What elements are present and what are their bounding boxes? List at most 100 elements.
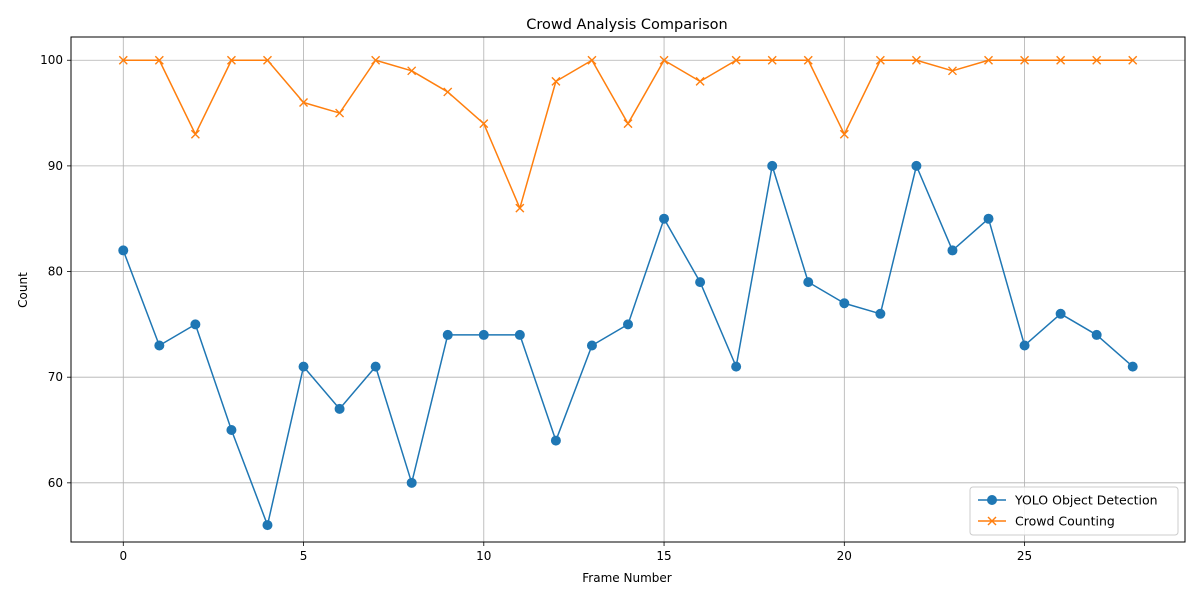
series-2-point xyxy=(515,203,525,213)
series-2-point xyxy=(479,119,489,129)
series-1-point xyxy=(695,277,706,288)
x-axis-label: Frame Number xyxy=(582,571,671,585)
series-2-point-stroke xyxy=(695,76,705,86)
series-1-point xyxy=(478,329,489,340)
series-1-point xyxy=(226,425,237,436)
x-tick-label: 10 xyxy=(476,549,491,563)
series-2-point xyxy=(443,87,453,97)
series-2-point-stroke xyxy=(623,119,633,129)
series-2-point xyxy=(407,66,417,76)
series-2-point-stroke xyxy=(407,66,417,76)
series-2-point xyxy=(911,55,921,65)
series-1-point xyxy=(911,160,922,171)
series-1-point xyxy=(118,245,129,256)
series-1-point xyxy=(659,213,670,224)
y-tick-label: 100 xyxy=(40,53,63,67)
legend-swatch-marker xyxy=(987,516,997,526)
series-1-point xyxy=(1055,308,1066,319)
series-2-point-stroke xyxy=(659,55,669,65)
series-1-point xyxy=(1127,361,1138,372)
series-2-point-stroke xyxy=(803,55,813,65)
series-2-point xyxy=(659,55,669,65)
series-2-point xyxy=(875,55,885,65)
series-2-point xyxy=(623,119,633,129)
series-2-point xyxy=(984,55,994,65)
series-2-point xyxy=(587,55,597,65)
series-2-point xyxy=(335,108,345,118)
series-2-point-stroke xyxy=(479,119,489,129)
y-tick-label: 70 xyxy=(48,370,63,384)
series-2-point-stroke xyxy=(371,55,381,65)
legend-swatch-marker xyxy=(987,495,997,505)
series-2-point-stroke xyxy=(587,55,597,65)
series-2-point-stroke xyxy=(875,55,885,65)
series-1-point xyxy=(190,319,201,330)
legend-box xyxy=(969,486,1179,536)
series-1-point xyxy=(767,160,778,171)
series-2-point-stroke xyxy=(911,55,921,65)
series-2-point xyxy=(262,55,272,65)
y-axis-label: Count xyxy=(16,272,30,308)
series-1-point xyxy=(623,319,633,330)
x-tick-label: 0 xyxy=(119,549,127,563)
series-1-point xyxy=(1019,340,1030,351)
series-2-point-stroke xyxy=(1056,55,1066,65)
x-tick-label: 5 xyxy=(300,549,308,563)
series-2-point xyxy=(371,55,381,65)
series-1-point xyxy=(875,308,886,319)
series-2-point-stroke xyxy=(299,98,309,107)
series-2-point-stroke xyxy=(226,55,236,65)
series-2-point-stroke xyxy=(551,76,561,86)
legend-swatch-marker-stroke xyxy=(987,516,997,526)
series-layer xyxy=(118,55,1138,531)
series-1-point xyxy=(550,435,561,446)
series-1-point xyxy=(370,361,381,372)
series-2-point xyxy=(803,55,813,65)
series-1-point xyxy=(154,340,165,351)
y-tick-label: 60 xyxy=(48,476,63,490)
series-1-point xyxy=(947,245,958,256)
series-2-point xyxy=(1092,55,1102,65)
series-1-point xyxy=(406,477,417,488)
x-tick-label: 20 xyxy=(837,549,852,563)
chart-title: Crowd Analysis Comparison xyxy=(526,17,727,33)
series-2-point xyxy=(1020,55,1030,65)
series-2-point-stroke xyxy=(839,129,849,139)
series-2-point xyxy=(551,76,561,86)
series-2-point xyxy=(226,55,236,65)
series-2-point-stroke xyxy=(262,55,272,65)
series-2-point xyxy=(767,55,777,65)
series-1-point xyxy=(839,298,850,309)
series-2-point xyxy=(731,55,741,65)
series-1-point xyxy=(514,329,525,340)
legend-label: Crowd Counting xyxy=(1015,514,1115,529)
series-2-point xyxy=(154,55,164,65)
series-2-point-stroke xyxy=(1092,55,1102,65)
series-2 xyxy=(118,55,1138,213)
series-2-point xyxy=(299,98,309,107)
legend: YOLO Object Detection Crowd Counting xyxy=(969,486,1179,536)
series-2-point xyxy=(190,129,200,139)
legend-label: YOLO Object Detection xyxy=(1014,493,1158,508)
series-2-point xyxy=(1056,55,1066,65)
series-2-point xyxy=(118,55,128,65)
x-tick-label: 25 xyxy=(1017,549,1032,563)
axis-ticks: 0 5 10 15 20 25 60 70 80 90 100 xyxy=(40,53,1032,563)
series-2-point-stroke xyxy=(767,55,777,65)
series-2-point-stroke xyxy=(515,203,525,213)
series-1-point xyxy=(262,520,273,531)
series-2-point xyxy=(947,66,957,76)
series-1-point xyxy=(586,340,597,351)
plot-frame xyxy=(70,36,1186,543)
y-tick-label: 80 xyxy=(48,265,63,279)
x-tick-label: 15 xyxy=(656,549,671,563)
series-1-point xyxy=(1091,329,1102,340)
y-tick-label: 90 xyxy=(48,159,63,173)
series-1-point xyxy=(983,213,994,224)
series-2-point-stroke xyxy=(731,55,741,65)
series-2-point-stroke xyxy=(154,55,164,65)
series-1 xyxy=(118,160,1138,531)
series-2-point-stroke xyxy=(947,66,957,76)
series-2-point-stroke xyxy=(335,108,345,118)
